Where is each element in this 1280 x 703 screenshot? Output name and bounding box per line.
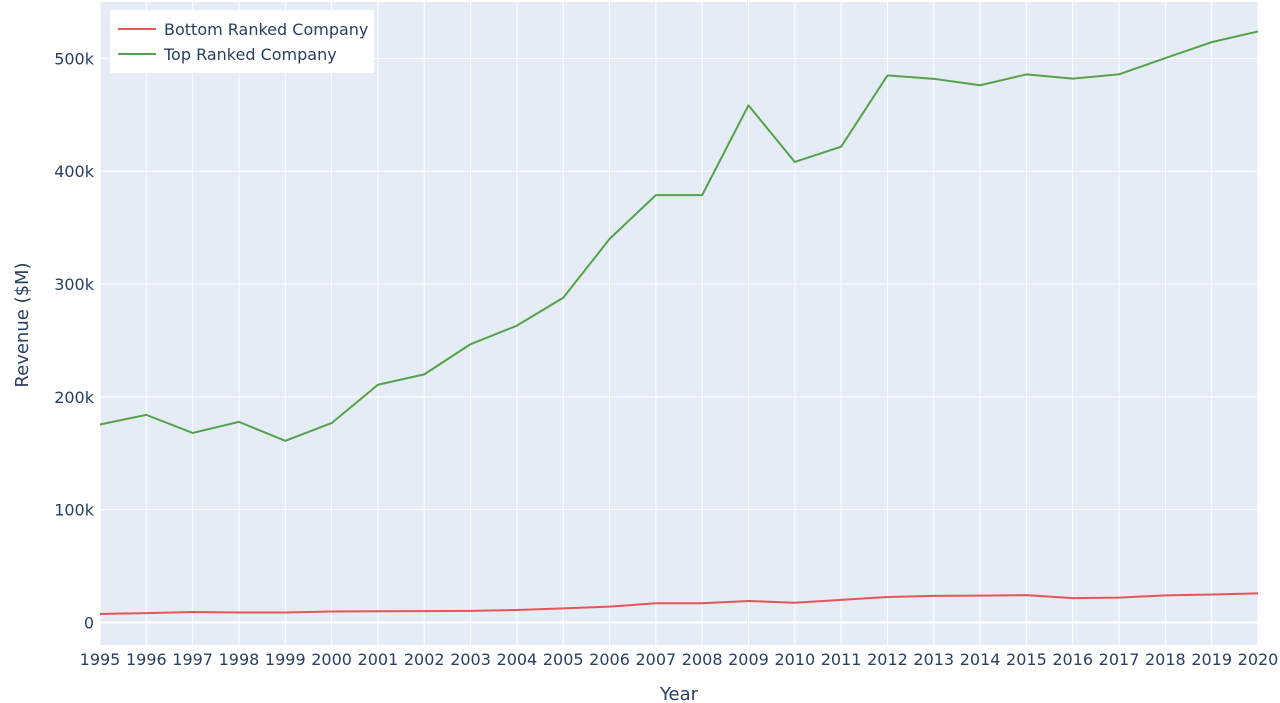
series-line-1 [99,30,1259,442]
x-tick-label: 2019 [1191,650,1232,669]
y-tick-label: 100k [54,501,95,520]
y-axis-title: Revenue ($M) [12,262,33,387]
series-lines [99,30,1259,615]
series-line-0 [99,592,1259,615]
y-tick-label: 0 [84,613,94,632]
x-tick-label: 2000 [311,650,352,669]
x-tick-label: 1999 [265,650,306,669]
y-tick-label: 400k [54,162,95,181]
plot-background [100,2,1258,645]
x-tick-label: 2014 [960,650,1001,669]
x-tick-label: 2015 [1006,650,1047,669]
legend: Bottom Ranked Company Top Ranked Company [110,10,374,73]
y-axis-ticks: 0 100k 200k 300k 400k 500k [54,49,95,632]
x-tick-label: 2011 [821,650,862,669]
x-tick-label: 2016 [1052,650,1093,669]
x-tick-label: 2010 [774,650,815,669]
legend-label-bottom: Bottom Ranked Company [164,20,368,39]
x-axis-title: Year [659,684,699,703]
legend-label-top: Top Ranked Company [163,45,337,64]
x-tick-label: 1998 [219,650,260,669]
x-tick-label: 1996 [126,650,167,669]
x-tick-label: 2008 [682,650,723,669]
grid-lines [99,2,1259,645]
x-tick-label: 2006 [589,650,630,669]
x-tick-label: 2002 [404,650,445,669]
x-tick-label: 2013 [913,650,954,669]
x-tick-label: 2003 [450,650,491,669]
x-tick-label: 2004 [497,650,538,669]
x-tick-label: 2001 [358,650,399,669]
x-tick-label: 2020 [1238,650,1279,669]
x-axis-ticks: 1995 1996 1997 1998 1999 2000 2001 2002 2003 2004… [80,650,1279,669]
x-tick-label: 2012 [867,650,908,669]
x-tick-label: 1997 [172,650,213,669]
x-tick-label: 2009 [728,650,769,669]
x-tick-label: 2017 [1099,650,1140,669]
y-tick-label: 300k [54,275,95,294]
x-tick-label: 1995 [80,650,121,669]
y-tick-label: 200k [54,388,95,407]
y-tick-label: 500k [54,49,95,68]
x-tick-label: 2005 [543,650,584,669]
x-tick-label: 2018 [1145,650,1186,669]
x-tick-label: 2007 [635,650,676,669]
legend-box [110,10,374,73]
